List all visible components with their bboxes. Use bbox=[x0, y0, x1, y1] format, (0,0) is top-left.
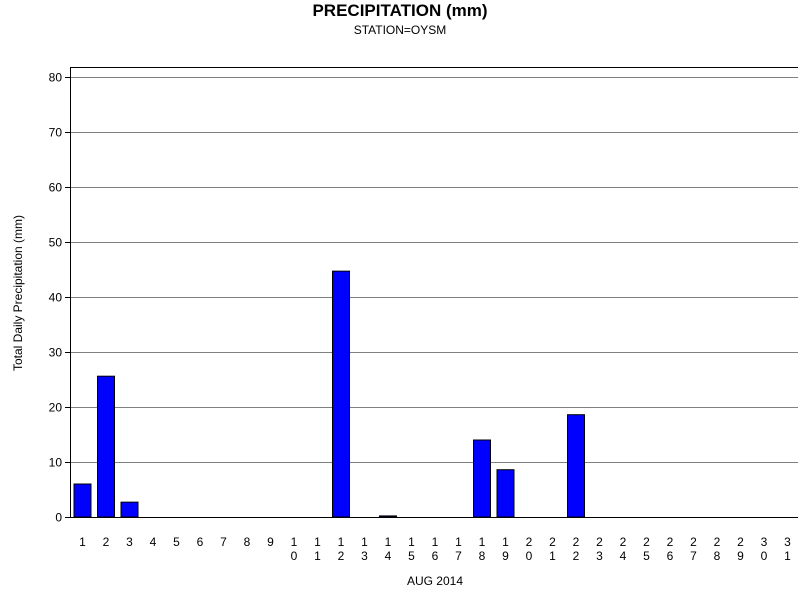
x-tick-label: 3 bbox=[126, 535, 133, 549]
x-tick-label: 8 bbox=[244, 535, 251, 549]
bar-day-18 bbox=[473, 439, 491, 518]
x-axis-label: AUG 2014 bbox=[406, 574, 464, 588]
y-tick-label: 10 bbox=[49, 456, 63, 470]
x-tick-label: 2 bbox=[103, 535, 110, 549]
grid-lines bbox=[70, 77, 798, 463]
y-tick-label: 80 bbox=[49, 71, 63, 85]
bar-day-12 bbox=[332, 270, 350, 518]
bar-day-3 bbox=[120, 501, 139, 518]
x-tick-label: 5 bbox=[173, 535, 180, 549]
y-tick-label: 30 bbox=[49, 346, 63, 360]
x-tick-label: 6 bbox=[197, 535, 204, 549]
x-tick-label: 9 bbox=[267, 535, 274, 549]
bar-day-22 bbox=[567, 414, 585, 518]
bar-day-19 bbox=[496, 469, 515, 518]
y-tick-label: 60 bbox=[49, 181, 63, 195]
chart-title: PRECIPITATION (mm) bbox=[312, 1, 488, 20]
x-tick-label: 7 bbox=[220, 535, 227, 549]
axes bbox=[65, 67, 798, 518]
y-tick-label: 50 bbox=[49, 236, 63, 250]
chart-subtitle: STATION=OYSM bbox=[353, 23, 447, 37]
bar-day-14 bbox=[379, 515, 397, 518]
x-tick-label: 4 bbox=[150, 535, 157, 549]
x-tick-label: 1 bbox=[79, 535, 86, 549]
bar-day-1 bbox=[73, 483, 92, 518]
y-tick-label: 70 bbox=[49, 126, 63, 140]
y-tick-label: 0 bbox=[55, 511, 62, 525]
y-tick-label: 20 bbox=[49, 401, 63, 415]
y-tick-label: 40 bbox=[49, 291, 63, 305]
bars bbox=[73, 270, 585, 518]
bar-day-2 bbox=[97, 375, 115, 518]
